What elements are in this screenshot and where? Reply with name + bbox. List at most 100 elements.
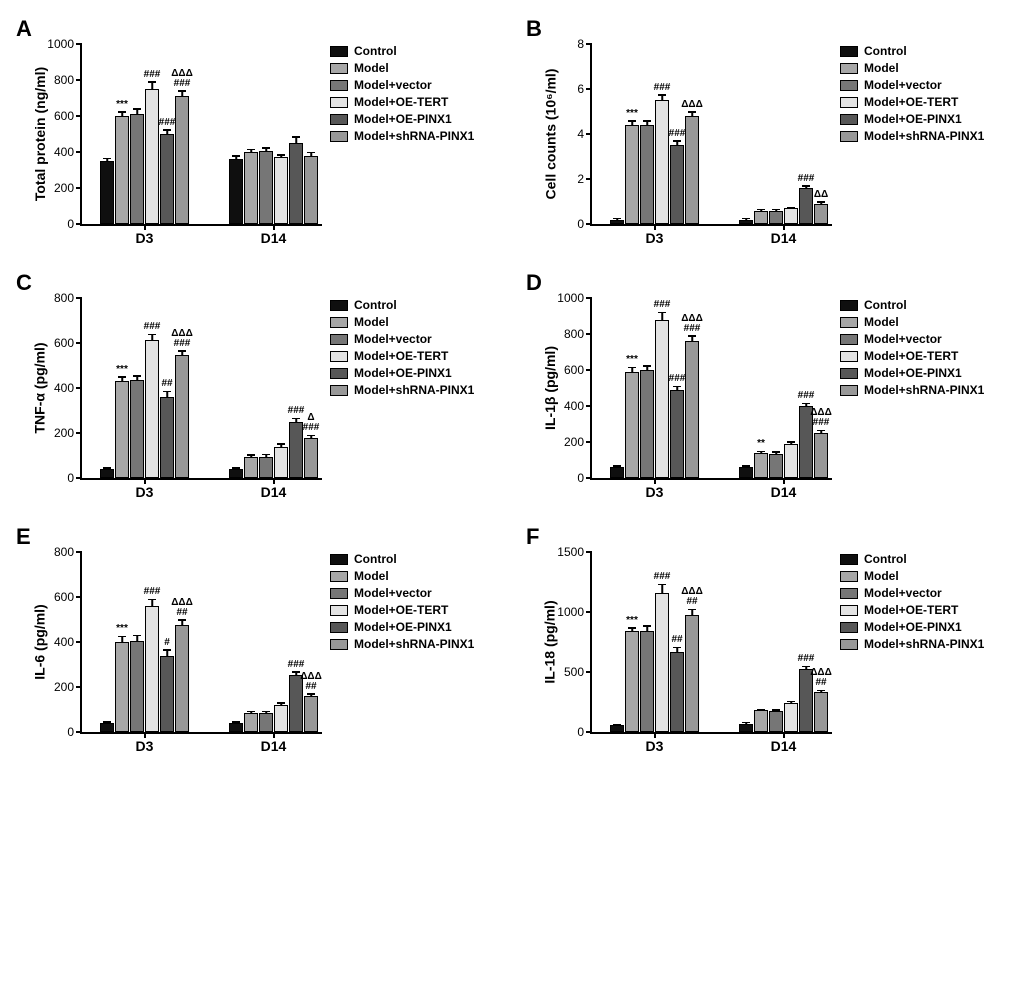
bar [175,96,189,224]
error-cap [817,201,825,203]
y-tick-label: 800 [54,545,74,559]
error-cap [658,584,666,586]
legend-item: Model+OE-PINX1 [330,112,474,126]
error-cap [688,335,696,337]
bar [640,370,654,478]
legend-item: Model+vector [330,332,474,346]
bar [784,703,798,732]
bar [175,355,189,478]
bar [274,447,288,479]
bar [685,615,699,732]
legend-label: Model+OE-PINX1 [864,620,962,634]
legend-item: Model+shRNA-PINX1 [840,383,984,397]
y-tick [586,333,592,335]
panel-label: D [526,270,542,296]
error-cap [742,218,750,220]
legend-swatch [840,46,858,57]
legend-label: Control [864,298,907,312]
bar [814,692,828,732]
error-cap [628,627,636,629]
legend-item: Model+OE-TERT [330,603,474,617]
error-cap [802,666,810,668]
x-group-label: D3 [136,484,154,500]
error-cap [613,465,621,467]
panel-label: F [526,524,539,550]
bar [145,340,159,478]
bar [769,711,783,732]
bar [160,134,174,224]
legend-item: Control [330,298,474,312]
bar [670,145,684,224]
y-tick-label: 1500 [557,545,584,559]
bar [100,469,114,478]
bar [244,457,258,478]
significance-marker: *** [626,616,638,626]
x-tick [783,732,785,738]
x-tick [144,224,146,230]
legend-item: Model+OE-PINX1 [330,366,474,380]
y-tick [76,187,82,189]
error-cap [742,722,750,724]
x-group-label: D14 [261,484,287,500]
panel-C: CTNF-α (pg/ml)0200400600800D3***#####ΔΔΔ… [20,274,490,498]
bar [754,211,768,225]
legend-label: Model+OE-PINX1 [354,366,452,380]
error-bar [661,312,663,319]
y-axis-label: IL-1β (pg/ml) [540,298,560,478]
error-cap [277,154,285,156]
error-cap [277,443,285,445]
y-tick-label: 600 [54,590,74,604]
legend-item: Model+OE-TERT [840,603,984,617]
bar [289,675,303,732]
error-cap [178,619,186,621]
y-axis-label: TNF-α (pg/ml) [30,298,50,478]
y-tick [76,686,82,688]
bar [175,625,189,732]
bar [655,100,669,224]
legend-label: Model+shRNA-PINX1 [864,129,984,143]
panel-label: B [526,16,542,42]
bar [655,320,669,478]
bar [130,114,144,224]
legend-swatch [840,80,858,91]
x-group-label: D3 [136,738,154,754]
chart: TNF-α (pg/ml)0200400600800D3***#####ΔΔΔ#… [80,298,480,498]
error-cap [232,155,240,157]
y-tick-label: 800 [564,327,584,341]
bar [625,125,639,224]
error-cap [178,90,186,92]
legend-item: Control [330,552,474,566]
legend-swatch [840,368,858,379]
y-tick-label: 200 [54,181,74,195]
bar [289,422,303,478]
error-cap [178,350,186,352]
significance-marker: *** [626,109,638,119]
legend-item: Model [840,569,984,583]
error-cap [247,454,255,456]
x-tick [273,478,275,484]
error-cap [163,391,171,393]
legend-swatch [840,571,858,582]
legend-swatch [840,334,858,345]
error-cap [787,441,795,443]
legend-swatch [330,588,348,599]
legend-item: Model+shRNA-PINX1 [840,637,984,651]
x-tick [654,224,656,230]
legend-item: Model+vector [330,78,474,92]
bar [244,713,258,732]
error-cap [673,647,681,649]
bar [784,208,798,224]
y-tick-label: 600 [54,109,74,123]
significance-marker: ### [654,572,671,582]
error-cap [103,721,111,723]
error-cap [772,209,780,211]
legend-label: Model+OE-TERT [354,349,448,363]
y-tick-label: 400 [564,399,584,413]
significance-marker: ### [669,374,686,384]
legend-item: Model [330,61,474,75]
y-tick [76,115,82,117]
y-tick [586,551,592,553]
bar [769,454,783,478]
legend-label: Control [354,44,397,58]
bar [115,116,129,224]
